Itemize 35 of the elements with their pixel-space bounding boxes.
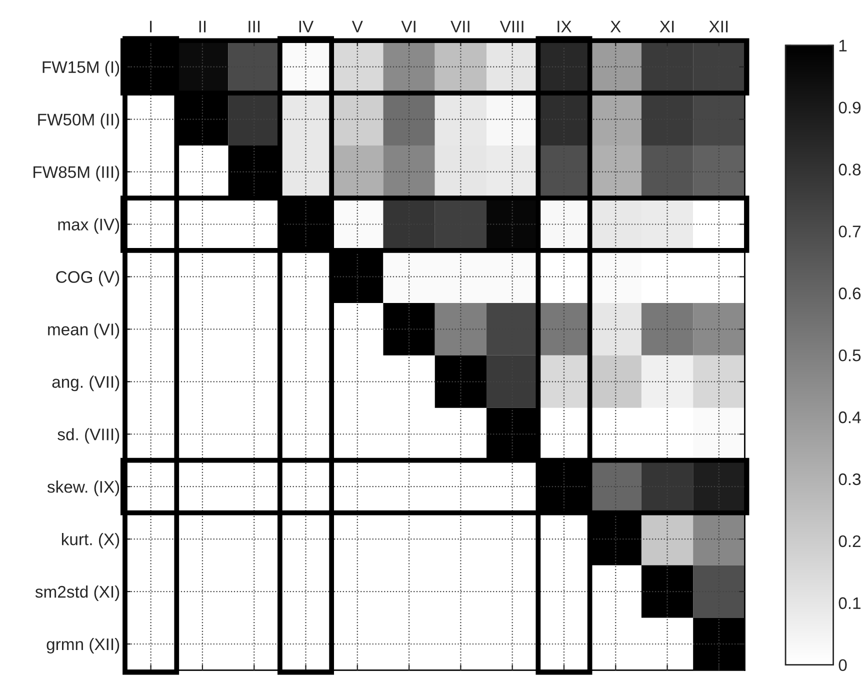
y-tick-label: mean (VI) bbox=[48, 323, 120, 339]
x-tick-label: V bbox=[352, 20, 363, 32]
color-bar-label: 0.2 bbox=[838, 535, 860, 548]
x-tick-label: I bbox=[150, 20, 152, 32]
color-bar-label: 0.5 bbox=[838, 349, 861, 362]
y-tick-label: grmn (XII) bbox=[46, 638, 120, 654]
color-bar-label: 0.3 bbox=[838, 473, 861, 486]
y-tick-label: skew. (IX) bbox=[47, 480, 120, 496]
y-tick-label: COG (V) bbox=[56, 270, 120, 286]
y-tick-label: sd. (VIII) bbox=[58, 428, 120, 444]
x-tick-label: X bbox=[610, 20, 621, 32]
y-tick-label: kurt. (X) bbox=[62, 533, 120, 549]
x-tick-label: XII bbox=[709, 20, 728, 32]
y-tick-label: ang. (VII) bbox=[52, 376, 120, 392]
color-bar-label: 0.6 bbox=[838, 288, 861, 300]
color-bar-label: 0.9 bbox=[838, 102, 861, 114]
x-tick-label: VII bbox=[450, 20, 470, 32]
x-tick-label: XI bbox=[660, 20, 674, 32]
x-tick-label: IV bbox=[299, 20, 314, 32]
x-tick-label: III bbox=[248, 20, 260, 32]
color-bar-label: 0.7 bbox=[838, 226, 860, 238]
y-tick-label: sm2std (XI) bbox=[35, 585, 120, 602]
color-bar-label: 0 bbox=[838, 659, 847, 672]
y-tick-label: FW15M (I) bbox=[42, 60, 120, 76]
color-bar-label: 0.8 bbox=[838, 164, 861, 176]
y-tick-label: FW85M (III) bbox=[34, 166, 120, 182]
color-bar-label: 1 bbox=[839, 40, 847, 52]
x-tick-label: II bbox=[199, 20, 206, 32]
y-tick-label: FW50M (II) bbox=[38, 113, 120, 129]
color-bar-label: 0.1 bbox=[838, 597, 860, 610]
color-bar-label: 0.4 bbox=[838, 411, 861, 424]
x-tick-label: IX bbox=[558, 20, 572, 32]
x-tick-label: VIII bbox=[500, 20, 524, 32]
x-tick-label: VI bbox=[401, 20, 416, 32]
y-tick-label: max (IV) bbox=[58, 218, 120, 234]
